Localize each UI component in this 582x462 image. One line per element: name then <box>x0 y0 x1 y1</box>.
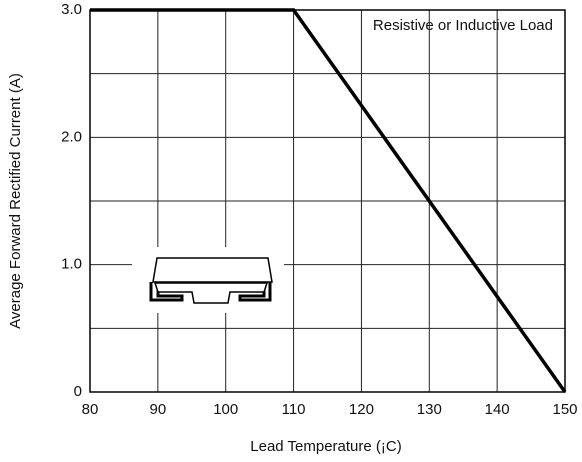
y-tick-label: 1.0 <box>61 256 82 273</box>
x-tick-label: 100 <box>213 401 238 418</box>
package-icon <box>132 247 284 313</box>
series-line <box>90 8 567 394</box>
x-tick-label: 80 <box>82 401 99 418</box>
y-tick-label: 0 <box>74 383 82 400</box>
icon-base <box>149 282 272 302</box>
icon-lead <box>153 282 269 304</box>
y-axis-label: Average Forward Rectified Current (A) <box>7 73 24 329</box>
x-tick-label: 120 <box>349 401 374 418</box>
annotation: Resistive or Inductive Load <box>373 17 553 34</box>
x-tick-label: 110 <box>282 401 306 418</box>
x-axis-label: Lead Temperature (¡C) <box>250 438 401 455</box>
x-tick-label: 140 <box>485 401 510 418</box>
x-tick-label: 130 <box>417 401 442 418</box>
y-tick-label: 3.0 <box>61 1 82 18</box>
x-tick-label: 90 <box>150 401 167 418</box>
y-tick-label: 2.0 <box>61 128 82 145</box>
plot-frame <box>89 9 566 393</box>
icon-body <box>152 257 273 283</box>
x-tick-label: 150 <box>552 401 577 418</box>
